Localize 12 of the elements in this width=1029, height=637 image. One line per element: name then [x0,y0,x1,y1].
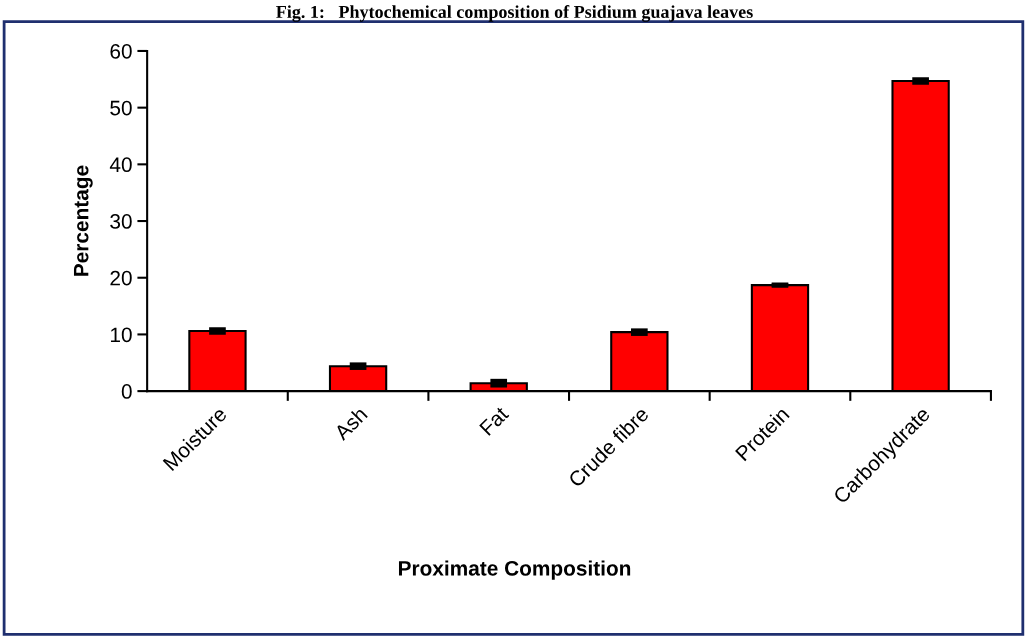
y-tick-label: 10 [110,327,132,343]
x-axis-title: Proximate Composition [398,560,631,580]
y-tick-label: 50 [110,100,132,116]
y-tick-label: 20 [110,270,132,286]
x-tick-label: Fat [479,405,510,436]
y-tick-label: 30 [110,214,132,229]
chart-title: Fig. 1: Phytochemical composition of Psidium guajava leaves [276,5,753,22]
x-tick-label: Ash [332,405,368,442]
y-tick-label: 60 [110,43,132,59]
y-tick-label: 40 [109,157,132,173]
y-tick-label: 0 [121,384,132,399]
y-axis-title: Percentage [73,165,93,276]
